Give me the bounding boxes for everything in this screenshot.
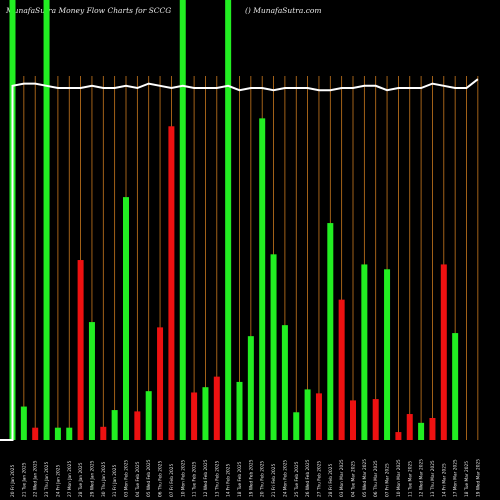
bar (43, 0, 50, 440)
x-tick-label: 29 Wed Jan 2025 (89, 460, 95, 497)
bar (77, 260, 84, 440)
x-tick-label: 24 Fri Jan 2025 (55, 464, 61, 497)
x-tick-label: 04 Tue Feb 2025 (135, 461, 141, 497)
bar (236, 381, 243, 440)
x-tick-label: 21 Tue Jan 2025 (21, 462, 27, 497)
bar (452, 333, 459, 440)
bar (32, 427, 39, 440)
x-tick-label: 19 Wed Feb 2025 (248, 459, 254, 497)
x-tick-label: 10 Mon Feb 2025 (180, 460, 186, 497)
x-tick-label: 20 Fri Jan 2025 (10, 464, 16, 497)
x-tick-label: 18 Tue Feb 2025 (237, 461, 243, 497)
x-tick-label: 17 Mon Mar 2025 (453, 459, 459, 497)
x-tick-label: 28 Tue Jan 2025 (78, 462, 84, 497)
bar (429, 418, 436, 440)
bar (418, 422, 425, 440)
money-flow-line (0, 78, 479, 441)
bar (281, 325, 288, 440)
bar (327, 223, 334, 440)
x-tick-label: 20 Thu Feb 2025 (260, 461, 266, 497)
bar (111, 410, 118, 440)
bar (361, 264, 368, 440)
bar (191, 392, 198, 440)
x-tick-label: 06 Thu Mar 2025 (373, 460, 379, 497)
x-tick-label: 26 Wed Feb 2025 (305, 459, 311, 497)
bar (134, 411, 141, 440)
bar (293, 412, 300, 440)
x-tick-label: 10 Mon Mar 2025 (396, 459, 402, 497)
x-tick-label: 03 Mon Feb 2025 (124, 460, 130, 497)
x-tick-label: 30 Thu Jan 2025 (101, 462, 107, 497)
bar (315, 393, 322, 440)
bar (54, 427, 61, 440)
x-tick-label: 07 Fri Mar 2025 (385, 463, 391, 497)
x-tick-label: 22 Wed Jan 2025 (33, 460, 39, 497)
x-tick-label: 11 Tue Feb 2025 (192, 461, 198, 497)
bar (259, 118, 266, 441)
x-tick-label: 21 Fri Feb 2025 (271, 464, 277, 497)
bar (440, 264, 447, 440)
bar (202, 387, 209, 440)
bar (213, 376, 220, 440)
bar (225, 0, 232, 440)
x-tick-label: 19 Wed Mar 2025 (475, 459, 481, 497)
x-tick-label: 07 Fri Feb 2025 (169, 464, 175, 497)
x-tick-label: 14 Fri Mar 2025 (441, 463, 447, 497)
x-tick-label: 04 Tue Mar 2025 (351, 461, 357, 497)
bar (384, 269, 391, 440)
x-tick-label: 27 Thu Feb 2025 (316, 461, 322, 497)
x-tick-label: 12 Wed Feb 2025 (203, 459, 209, 497)
bar (270, 254, 277, 440)
x-tick-label: 05 Wed Mar 2025 (362, 459, 368, 497)
x-tick-label: 18 Tue Mar 2025 (464, 461, 470, 497)
chart-source: () MunafaSutra.com (245, 6, 322, 15)
bar (304, 389, 311, 440)
x-tick-label: 05 Wed Feb 2025 (146, 459, 152, 497)
x-tick-label: 27 Mon Jan 2025 (67, 461, 73, 497)
bar (168, 126, 175, 440)
x-tick-label: 11 Tue Mar 2025 (407, 461, 413, 497)
bar (145, 391, 152, 440)
x-tick-label: 12 Wed Mar 2025 (419, 459, 425, 497)
bar (88, 322, 95, 440)
x-tick-label: 23 Thu Jan 2025 (44, 462, 50, 497)
bar (123, 197, 129, 440)
bar (350, 400, 356, 440)
bar (395, 432, 402, 440)
x-tick-label: 06 Thu Feb 2025 (158, 461, 164, 497)
x-tick-label: 13 Thu Feb 2025 (214, 461, 220, 497)
x-tick-label: 31 Fri Jan 2025 (112, 464, 118, 497)
x-tick-label: 13 Thu Mar 2025 (430, 460, 436, 497)
bar (20, 406, 27, 440)
x-tick-label: 03 Mon Mar 2025 (339, 459, 345, 497)
bar (100, 426, 107, 440)
x-tick-label: 28 Fri Feb 2025 (328, 464, 334, 497)
bar (179, 0, 186, 440)
bar (406, 414, 413, 440)
chart-title: MunafaSutra Money Flow Charts for SCCG (6, 6, 172, 15)
bar (338, 299, 345, 440)
x-tick-label: 25 Tue Feb 2025 (294, 461, 300, 497)
bar (372, 399, 379, 440)
bar (157, 327, 164, 440)
bar (66, 427, 73, 440)
x-tick-label: 14 Fri Feb 2025 (226, 464, 232, 497)
bar (247, 336, 254, 440)
x-tick-label: 24 Mon Feb 2025 (282, 460, 288, 497)
